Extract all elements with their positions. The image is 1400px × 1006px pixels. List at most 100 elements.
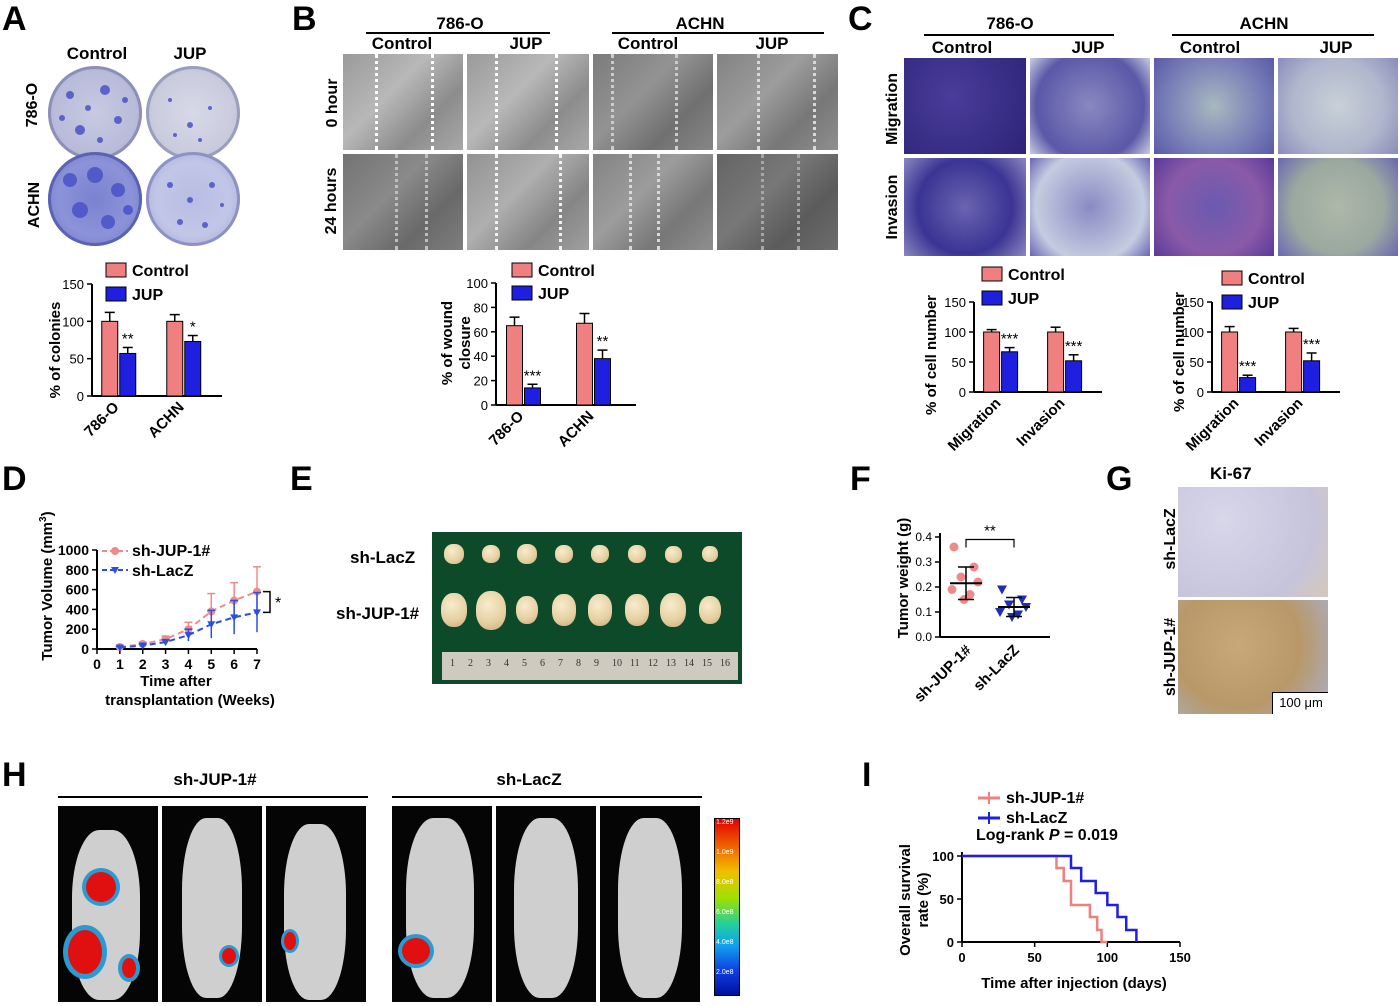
data-point: [207, 621, 216, 629]
b-ylabel-line1: % of wound: [439, 301, 456, 385]
y-tick-label: 0.1: [915, 605, 932, 619]
bar-jup: [184, 340, 202, 397]
tumor-jup-1: [441, 593, 467, 627]
b-group-header-achn: ACHN: [675, 14, 725, 33]
c-ylabel-left: % of cell number: [923, 295, 940, 415]
ihc-lacz: [1178, 487, 1328, 597]
mouse-image-lacz-2: [496, 806, 596, 1002]
significance-label: ***: [1303, 336, 1321, 353]
data-point: [115, 644, 124, 652]
mouse-image-lacz-1: [392, 806, 492, 1002]
wound-image-achn-jup-0h: [717, 54, 838, 150]
tumor-lacz-2: [481, 545, 500, 563]
x-category-label: sh-JUP-1#: [911, 641, 975, 705]
x-tick-label: 150: [1169, 950, 1191, 965]
panel-label-e: E: [290, 460, 313, 498]
chart-f-marks: 0.0 0.1 0.2 0.3 0.4 sh-JUP-1#sh-LacZ **: [911, 523, 1050, 706]
e-row-label-lacz: sh-LacZ: [350, 548, 416, 567]
significance-label: **: [984, 523, 996, 540]
y-tick-label: 80: [474, 300, 488, 315]
bar-jup: [1303, 360, 1321, 393]
tumor-lacz-3: [517, 544, 537, 564]
i-ylabel-line2: rate (%): [915, 872, 932, 927]
y-tick-label: 0: [1197, 385, 1204, 400]
bar-jup: [1239, 377, 1257, 393]
ruler-tick-label: 2: [468, 658, 473, 669]
legend-label-control: Control: [132, 263, 189, 280]
tumor-lacz-6: [627, 545, 646, 563]
colorbar: 1.2e9 1.0e9 8.0e8 6.0e8 4.0e8 2.0e8: [714, 818, 740, 996]
wound-image-786o-jup-0h: [467, 54, 589, 150]
legend-swatch-control: [105, 262, 127, 278]
tumor-lacz-8: [701, 546, 718, 562]
b-row-label-24h: 24 hours: [323, 167, 340, 235]
h-group-header-lacz: sh-LacZ: [496, 770, 562, 789]
ruler: 1 2 3 4 5 6 7 8 9 10 11 12 13 14 15 16: [442, 652, 738, 680]
colorbar-tick-label: 6.0e8: [716, 909, 734, 916]
data-point: [949, 542, 959, 552]
colony-spots: [59, 85, 224, 229]
colony-dish-786o-jup: [146, 66, 240, 160]
wound-image-786o-control-0h: [343, 54, 463, 150]
b-group-line-786o: [366, 32, 550, 34]
x-category-label: sh-LacZ: [970, 642, 1023, 695]
significance-bracket: [263, 590, 271, 614]
chart-b: Control JUP % of wound closure 0 20 40 60 80…: [439, 262, 636, 450]
y-tick-label: 200: [66, 621, 90, 637]
significance-label: *: [190, 319, 196, 336]
d-xlabel-line1: Time after: [140, 673, 212, 690]
chart-d: Tumor Volume (mm3) Time after transplant…: [38, 511, 281, 709]
ruler-tick-label: 1: [450, 658, 455, 669]
bar-jup: [1065, 360, 1083, 393]
c-group-line-achn: [1172, 34, 1374, 36]
bar-jup: [1001, 351, 1019, 393]
legend-label-lacz: sh-LacZ: [132, 563, 194, 580]
transwell-achn-control-migration: [1154, 58, 1274, 154]
data-point: [1007, 613, 1017, 622]
chart-f: Tumor weight (g) 0.0 0.1 0.2 0.3 0.4 sh-JUP-1…: [895, 518, 1050, 706]
y-tick-label: 0.3: [915, 555, 932, 569]
c-col-header-3: Control: [1179, 38, 1241, 57]
y-tick-label: 150: [62, 277, 84, 292]
c-group-header-achn: ACHN: [1239, 14, 1289, 33]
y-tick-label: 0: [77, 389, 84, 404]
panel-label-g: G: [1106, 460, 1133, 498]
bar-jup: [524, 387, 541, 406]
a-ylabel: % of colonies: [47, 302, 64, 399]
logrank-text: Log-rank P = 0.019: [976, 827, 1118, 844]
legend-label-jup: JUP: [1008, 291, 1039, 308]
panel-label-c: C: [848, 0, 873, 38]
x-category-label: Migration: [1183, 395, 1243, 455]
ruler-tick-label: 7: [558, 658, 563, 669]
significance-label: ***: [524, 367, 542, 384]
x-tick-label: 6: [230, 656, 238, 672]
c-group-header-786o: 786-O: [986, 14, 1034, 33]
bar-control: [166, 320, 184, 397]
panel-label-b: B: [292, 0, 317, 38]
transwell-achn-control-invasion: [1154, 158, 1274, 256]
bar-control: [576, 322, 593, 406]
y-tick-label: 800: [66, 562, 90, 578]
survival-curve-sh-LacZ: [962, 854, 1138, 942]
h-group-header-jup: sh-JUP-1#: [173, 770, 257, 789]
significance-label: ***: [1239, 358, 1257, 375]
legend-marker-jup: [111, 547, 119, 555]
y-tick-label: 100: [932, 849, 954, 864]
legend-label-jup: JUP: [132, 287, 163, 304]
data-point: [956, 572, 966, 582]
i-xlabel: Time after injection (days): [981, 975, 1167, 992]
tumor-jup-5: [588, 594, 612, 626]
tumor-jup-4: [551, 594, 576, 626]
scale-bar: 100 μm: [1272, 692, 1328, 714]
c-col-header-1: Control: [931, 38, 993, 57]
ruler-tick-label: 12: [648, 658, 658, 669]
transwell-achn-jup-invasion: [1278, 158, 1398, 256]
tumor-jup-7: [660, 593, 686, 627]
y-tick-label: 40: [474, 349, 488, 364]
bar-control: [101, 320, 119, 397]
panel-label-h: H: [2, 756, 27, 794]
y-tick-label: 60: [474, 325, 488, 340]
y-tick-label: 0.4: [915, 530, 932, 544]
significance-label: *: [275, 595, 281, 612]
